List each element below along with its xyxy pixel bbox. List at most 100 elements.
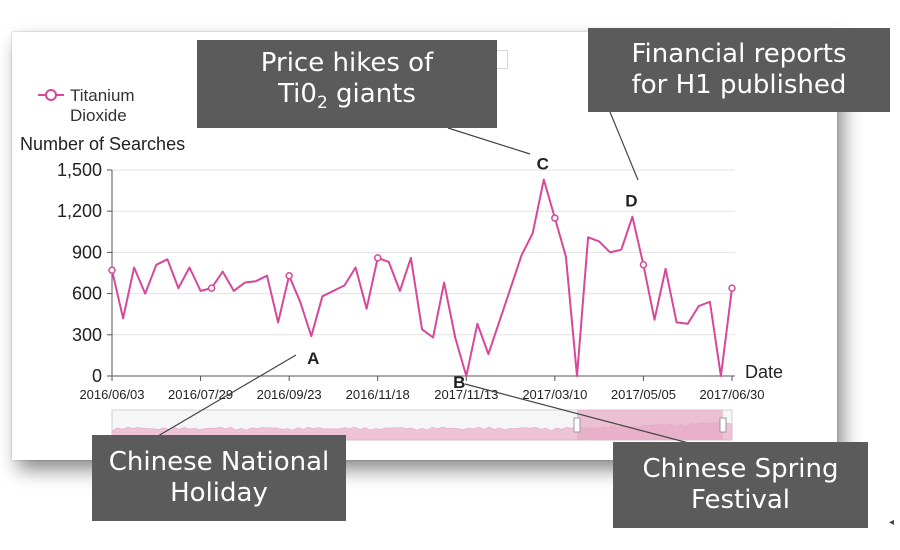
corner-arrow-icon: ◂ [889, 517, 895, 528]
y-axis-title: Number of Searches [20, 134, 185, 154]
data-point [108, 266, 116, 275]
data-point [399, 290, 401, 292]
data-point [177, 287, 180, 289]
data-point [728, 284, 736, 292]
data-point [576, 375, 578, 377]
data-point [686, 323, 689, 325]
data-point [277, 321, 279, 324]
data-point [255, 280, 257, 283]
x-tick-label: 2017/03/10 [522, 387, 587, 402]
data-point [587, 236, 589, 239]
data-point [443, 281, 445, 284]
leader-line-financial [609, 111, 639, 181]
callout-financial-line2: for H1 published [631, 70, 847, 100]
annotation-letters: A B C D [307, 155, 637, 392]
x-axis-title: Date [745, 362, 783, 382]
data-point [639, 261, 648, 269]
data-point [232, 290, 235, 292]
leader-line-national-holiday [157, 354, 297, 437]
leader-line-price-hikes [447, 127, 531, 155]
data-point [421, 328, 423, 331]
data-point [531, 232, 534, 234]
callout-price-hikes: Price hikes of Ti02 giants [197, 40, 497, 128]
callout-price-hikes-line1: Price hikes of [260, 48, 434, 79]
data-point [332, 290, 335, 292]
data-point [133, 266, 135, 269]
data-point [720, 375, 722, 377]
callout-national-holiday: Chinese National Holiday [92, 435, 346, 521]
data-point [697, 305, 700, 307]
data-point [144, 292, 147, 295]
data-point [221, 270, 224, 273]
legend[interactable]: Titanium Dioxide [38, 86, 135, 125]
data-point [565, 255, 567, 258]
data-point [465, 375, 468, 377]
data-point [285, 271, 293, 280]
data-point [166, 258, 169, 261]
callout-leader-lines [157, 111, 701, 447]
series-line-titanium-dioxide [111, 178, 733, 377]
data-point [373, 254, 382, 262]
data-point [520, 254, 523, 256]
x-tick-label: 2016/09/23 [257, 387, 322, 402]
callout-national-line2: Holiday [170, 478, 268, 508]
annotation-letter-c: C [537, 155, 549, 174]
callout-spring-line1: Chinese Spring [642, 454, 839, 484]
data-point [598, 240, 600, 243]
callout-financial-line1: Financial reports [631, 39, 847, 69]
data-point [122, 317, 124, 320]
data-point [709, 301, 711, 303]
data-point [631, 215, 634, 218]
x-tick-label: 2017/11/13 [434, 387, 498, 402]
annotation-letter-b: B [453, 373, 465, 392]
zoom-handle-right[interactable] [719, 417, 727, 433]
legend-label-line1: Titanium [70, 86, 135, 105]
y-tick-label: 300 [72, 325, 102, 345]
annotation-letter-d: D [625, 192, 637, 211]
data-point [476, 323, 479, 325]
data-point [432, 336, 434, 339]
x-tick-label: 2016/07/29 [168, 387, 233, 402]
callout-spring-line2: Festival [690, 485, 791, 515]
callout-financial-reports: Financial reports for H1 published [588, 28, 890, 112]
data-point [310, 335, 313, 337]
data-point [207, 284, 216, 292]
annotation-letter-a: A [307, 349, 319, 368]
callout-spring-festival: Chinese Spring Festival [613, 442, 868, 528]
x-tick-label: 2017/06/30 [699, 387, 764, 402]
y-tick-label: 900 [72, 242, 102, 262]
callout-price-hikes-subscript: 2 [316, 93, 328, 114]
data-point [487, 353, 490, 355]
data-point [343, 284, 346, 287]
series-points [108, 178, 736, 377]
data-point [675, 321, 678, 324]
zoom-selected-window[interactable] [577, 410, 723, 440]
callout-price-hikes-line2: Ti02 giants [278, 79, 416, 119]
data-point [199, 290, 202, 292]
legend-label-line2: Dioxide [70, 106, 127, 125]
data-point [299, 301, 302, 303]
data-point [664, 268, 667, 270]
y-tick-label: 0 [92, 366, 102, 386]
data-point [542, 178, 545, 181]
data-point [321, 295, 324, 298]
y-tick-label: 1,200 [57, 201, 102, 221]
data-point [410, 257, 412, 259]
data-point [498, 320, 501, 322]
data-point [188, 266, 191, 269]
data-point [620, 248, 623, 251]
x-tick-label: 2016/11/18 [346, 387, 410, 402]
callout-price-hikes-formula: Ti0 [278, 79, 317, 110]
data-point [551, 214, 559, 222]
y-tick-label: 1,500 [57, 160, 102, 180]
data-point [454, 336, 457, 339]
data-point [266, 274, 268, 277]
zoom-handle-left[interactable] [573, 417, 581, 433]
leader-line-spring-festival [464, 383, 701, 447]
y-tick-label: 600 [72, 284, 102, 304]
gridlines [112, 169, 735, 336]
y-axis-ticks: 0 300 600 900 1,200 1,500 [57, 160, 112, 386]
callout-price-hikes-tail: giants [327, 79, 416, 110]
data-point [365, 307, 368, 310]
